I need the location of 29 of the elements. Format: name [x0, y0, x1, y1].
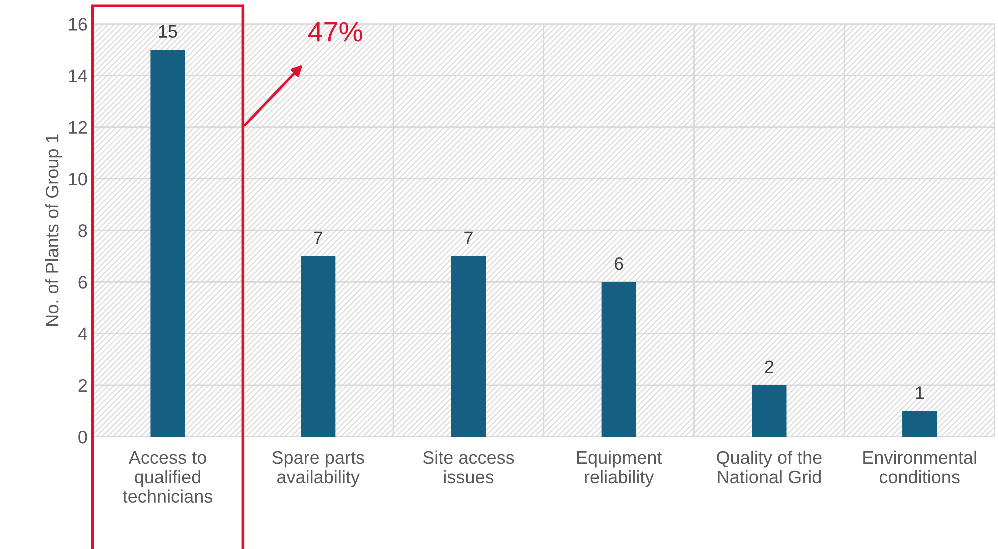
data-label: 2: [765, 360, 774, 374]
y-tick-label: 0: [78, 430, 88, 444]
bar: [602, 282, 636, 438]
data-label: 7: [314, 232, 322, 244]
bar: [301, 256, 336, 438]
bar: [150, 50, 186, 438]
x-tick-label: Site access issues: [423, 450, 514, 484]
y-tick-label: 10: [69, 172, 88, 186]
y-tick-label: 2: [78, 379, 88, 392]
y-tick-label: 12: [69, 121, 88, 134]
annotation: 47%: [308, 22, 362, 42]
x-tick-label: Quality of the National Grid: [717, 450, 822, 484]
y-axis-title: No. of Plants of Group 1: [45, 134, 62, 326]
data-label: 1: [916, 386, 924, 400]
bar: [902, 411, 938, 438]
x-tick-label: Equipment reliability: [577, 450, 662, 488]
x-tick-label: Access to qualified technicians: [123, 452, 213, 504]
y-tick-label: 6: [78, 276, 88, 289]
y-tick-label: 16: [69, 18, 88, 31]
y-tick-label: 14: [69, 70, 88, 82]
bar: [451, 256, 486, 438]
data-label: 6: [614, 258, 624, 270]
x-tick-label: Spare parts availability: [272, 451, 364, 488]
data-label: 15: [159, 25, 178, 38]
bar: [752, 385, 787, 438]
y-tick-label: 4: [78, 328, 88, 340]
y-tick-label: 8: [78, 224, 88, 238]
data-label: 7: [464, 232, 473, 244]
x-tick-label: Environmental conditions: [864, 450, 976, 484]
